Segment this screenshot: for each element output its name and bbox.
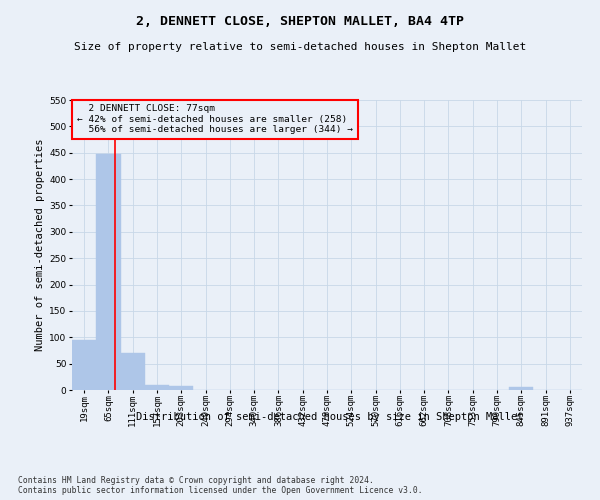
Bar (169, 386, 193, 390)
Text: 2, DENNETT CLOSE, SHEPTON MALLET, BA4 4TP: 2, DENNETT CLOSE, SHEPTON MALLET, BA4 4T… (136, 15, 464, 28)
Bar (121, 353, 145, 390)
Bar (145, 384, 169, 390)
Text: Distribution of semi-detached houses by size in Shepton Mallet: Distribution of semi-detached houses by … (136, 412, 524, 422)
Y-axis label: Number of semi-detached properties: Number of semi-detached properties (35, 138, 45, 352)
Bar (72, 340, 96, 390)
Text: Contains HM Land Registry data © Crown copyright and database right 2024.
Contai: Contains HM Land Registry data © Crown c… (18, 476, 422, 495)
Bar (96, 154, 121, 390)
Text: Size of property relative to semi-detached houses in Shepton Mallet: Size of property relative to semi-detach… (74, 42, 526, 52)
Bar (509, 388, 533, 390)
Text: 2 DENNETT CLOSE: 77sqm
← 42% of semi-detached houses are smaller (258)
  56% of : 2 DENNETT CLOSE: 77sqm ← 42% of semi-det… (77, 104, 353, 134)
